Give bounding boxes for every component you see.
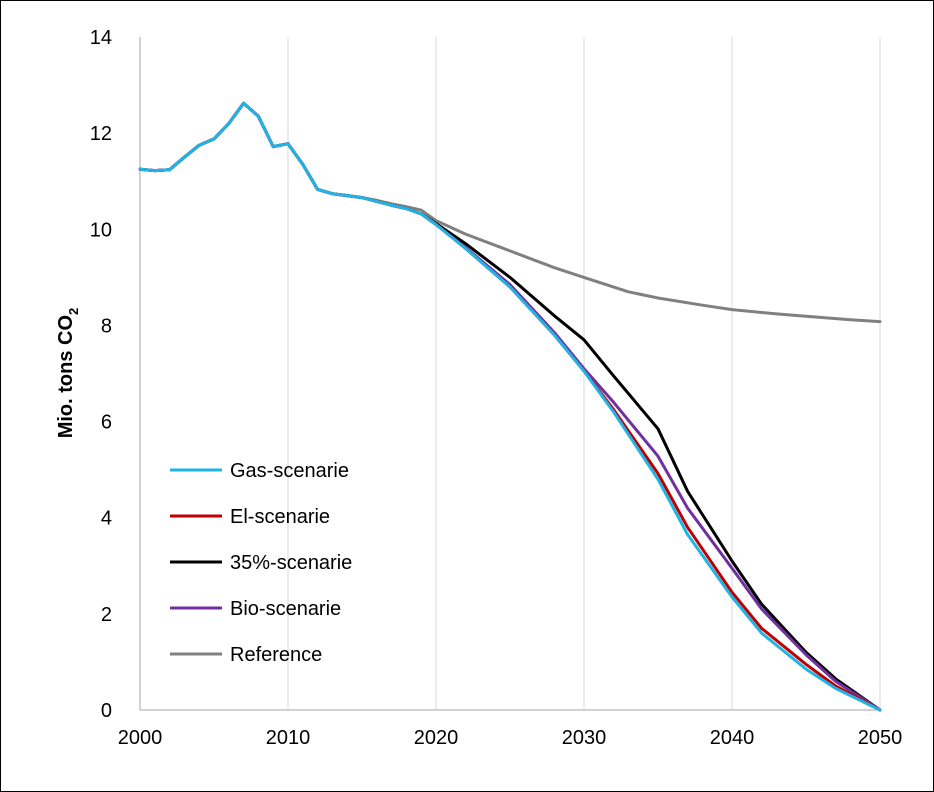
y-tick-label: 6 xyxy=(101,412,112,434)
x-tick-labels: 2000 2010 2020 2030 2040 2050 xyxy=(118,727,903,749)
x-tick-label: 2040 xyxy=(710,727,755,749)
x-tick-label: 2000 xyxy=(118,727,163,749)
x-tick-label: 2030 xyxy=(562,727,607,749)
y-tick-label: 12 xyxy=(90,123,112,145)
y-tick-label: 0 xyxy=(101,700,112,722)
y-tick-label: 10 xyxy=(90,219,112,241)
y-tick-label: 4 xyxy=(101,508,112,530)
y-axis-label: Mio. tons CO2 xyxy=(55,308,81,439)
y-tick-label: 8 xyxy=(101,315,112,337)
y-tick-label: 14 xyxy=(90,27,112,49)
legend: Gas-scenarie El-scenarie 35%-scenarie Bio-s… xyxy=(170,460,352,666)
gridlines xyxy=(287,37,881,710)
legend-label: Bio-scenarie xyxy=(230,598,341,620)
legend-label: 35%-scenarie xyxy=(230,552,352,574)
y-tick-labels: 0 2 4 6 8 10 12 14 xyxy=(90,27,112,722)
y-tick-label: 2 xyxy=(101,604,112,626)
x-tick-label: 2020 xyxy=(414,727,459,749)
legend-label: El-scenarie xyxy=(230,506,330,528)
x-tick-label: 2050 xyxy=(858,727,903,749)
x-tick-label: 2010 xyxy=(266,727,311,749)
series-lines xyxy=(138,101,882,712)
series-line-gas-scenarie xyxy=(138,101,882,712)
legend-label: Gas-scenarie xyxy=(230,460,349,482)
legend-label: Reference xyxy=(230,644,322,666)
